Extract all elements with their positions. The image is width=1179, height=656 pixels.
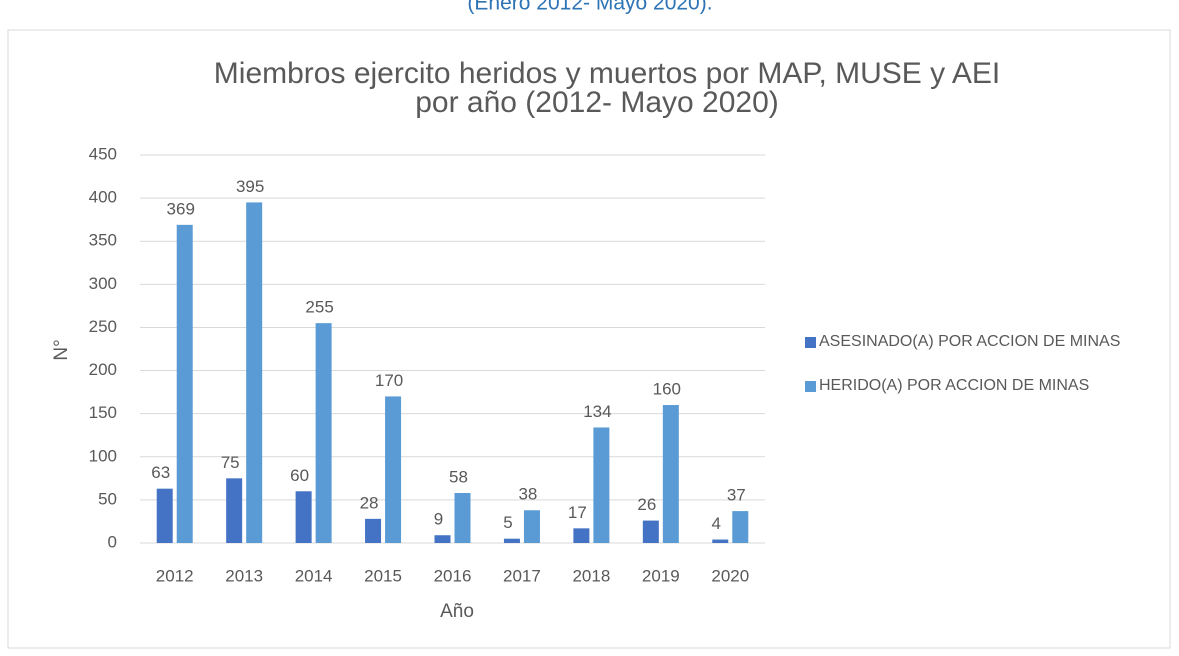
y-tick-label: 100 (89, 446, 117, 465)
legend-label: HERIDO(A) POR ACCION DE MINAS (819, 377, 1090, 394)
legend-item: HERIDO(A) POR ACCION DE MINAS (805, 374, 1155, 398)
bar (593, 427, 610, 543)
y-tick-label: 400 (89, 188, 117, 207)
legend-swatch (805, 337, 816, 348)
data-label: 395 (236, 177, 264, 196)
y-tick-label: 150 (89, 403, 117, 422)
bar (246, 202, 263, 543)
header: (Enero 2012- Mayo 2020). (467, 0, 712, 15)
data-label: 255 (305, 298, 333, 317)
bar (295, 491, 312, 543)
bar (662, 405, 679, 543)
data-label: 63 (151, 463, 170, 482)
bar (315, 323, 332, 543)
data-label: 75 (221, 453, 240, 472)
bar (226, 478, 243, 543)
data-label: 170 (375, 371, 403, 390)
y-tick-label: 350 (89, 231, 117, 250)
bar (176, 224, 193, 543)
bar (712, 539, 729, 543)
y-tick-label: 0 (108, 532, 117, 551)
data-label: 37 (727, 486, 746, 505)
x-tick-label: 2014 (295, 566, 333, 585)
legend-item: ASESINADO(A) POR ACCION DE MINAS (805, 330, 1155, 354)
data-label: 4 (712, 514, 721, 533)
y-tick-label: 50 (98, 489, 117, 508)
data-label: 28 (360, 493, 379, 512)
data-label: 26 (637, 495, 656, 514)
bar (523, 510, 540, 543)
bar (454, 492, 471, 543)
legend-swatch (805, 381, 816, 392)
y-tick-label: 300 (89, 274, 117, 293)
x-tick-label: 2019 (642, 566, 680, 585)
data-label: 369 (167, 199, 195, 218)
x-tick-label: 2020 (711, 566, 749, 585)
legend: ASESINADO(A) POR ACCION DE MINAS HERIDO(A… (805, 330, 1155, 418)
x-tick-label: 2017 (503, 566, 541, 585)
bar (385, 396, 402, 543)
x-tick-label: 2018 (572, 566, 610, 585)
x-tick-label: 2015 (364, 566, 402, 585)
y-axis-label: N° (51, 339, 72, 360)
bar (503, 538, 520, 543)
x-tick-label: 2012 (156, 566, 194, 585)
data-label: 38 (518, 485, 537, 504)
x-axis-label: Año (440, 601, 474, 622)
data-label: 134 (583, 402, 611, 421)
data-label: 60 (290, 466, 309, 485)
chart-frame (7, 29, 1171, 649)
chart-title: por año (2012- Mayo 2020) (415, 86, 779, 119)
data-label: 17 (568, 503, 587, 522)
data-label: 58 (449, 467, 468, 486)
y-tick-label: 450 (89, 144, 117, 163)
bar (573, 528, 590, 543)
bar (365, 518, 382, 543)
bar (156, 488, 173, 543)
y-tick-label: 200 (89, 360, 117, 379)
chart-title: Miembros ejercito heridos y muertos por … (214, 57, 1000, 90)
bar (642, 520, 659, 543)
data-label: 5 (503, 513, 512, 532)
y-tick-label: 250 (89, 317, 117, 336)
data-label: 160 (653, 380, 681, 399)
bar (732, 511, 749, 543)
data-label: 9 (434, 510, 443, 529)
bar (434, 535, 451, 543)
legend-label: ASESINADO(A) POR ACCION DE MINAS (819, 333, 1121, 350)
x-tick-label: 2016 (434, 566, 472, 585)
x-tick-label: 2013 (225, 566, 263, 585)
